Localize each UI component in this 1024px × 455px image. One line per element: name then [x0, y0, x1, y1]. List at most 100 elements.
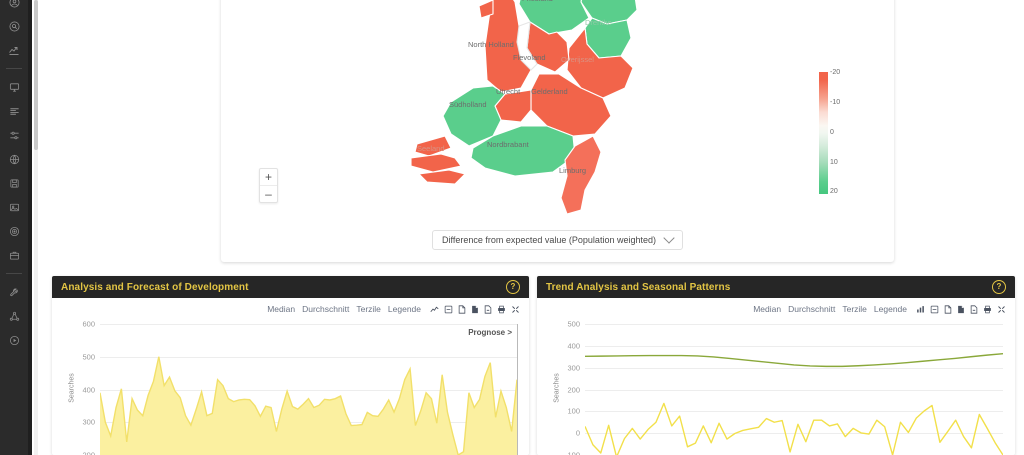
toolbar-median-button[interactable]: Median — [267, 304, 296, 314]
page-scrollbar-thumb[interactable] — [34, 0, 38, 150]
chart-plot-area[interactable]: Searches 500 400 300 200 100 0 -100 — [543, 320, 1009, 455]
colorbar-tick-4: 20 — [830, 188, 838, 195]
map-stage[interactable]: Friesland Groningen Drenthe North Hollan… — [221, 0, 894, 214]
file-excel-icon[interactable] — [957, 305, 965, 314]
y-tick: 400 — [82, 385, 95, 394]
print-icon[interactable] — [497, 305, 506, 314]
expand-icon[interactable] — [997, 305, 1006, 314]
y-tick: 400 — [567, 341, 580, 351]
sidebar-item-play[interactable] — [0, 328, 28, 352]
toolbar-icon-group — [916, 304, 1006, 314]
y-tick: 500 — [82, 352, 95, 362]
colorbar-tick-3: 10 — [830, 159, 838, 166]
map-zoom-out-button[interactable]: – — [260, 185, 277, 202]
toolbar-median-button[interactable]: Median — [753, 304, 782, 314]
chart-canvas[interactable]: 600 500 400 300 200 Prognose > — [82, 320, 518, 455]
sidebar-divider-1 — [6, 68, 22, 69]
y-tick: 500 — [567, 319, 580, 329]
gridline — [585, 433, 1003, 435]
colorbar-tick-0: -20 — [830, 69, 841, 76]
sidebar-item-monitoring[interactable] — [0, 75, 28, 99]
sidebar-item-filters[interactable] — [0, 123, 28, 147]
sidebar-item-trends[interactable] — [0, 38, 28, 62]
gridline — [585, 389, 1003, 391]
regional-map-card: Friesland Groningen Drenthe North Hollan… — [221, 0, 894, 262]
chart-toolbar: Median Durchschnitt Terzile Legende — [537, 298, 1015, 320]
sidebar-item-targets[interactable] — [0, 219, 28, 243]
file-pdf-icon[interactable] — [970, 304, 978, 314]
map-region-zeeland-3 — [418, 169, 466, 185]
map-region-north-holland — [484, 0, 532, 93]
panel-title: Analysis and Forecast of Development — [61, 281, 249, 293]
panel-header: Trend Analysis and Seasonal Patterns ? — [537, 276, 1015, 298]
map-colorbar: -20 -10 0 10 20 — [819, 69, 865, 195]
panel-title: Trend Analysis and Seasonal Patterns — [546, 281, 731, 293]
toolbar-terciles-button[interactable]: Terzile — [842, 304, 867, 314]
content-area: Friesland Groningen Drenthe North Hollan… — [40, 0, 1024, 455]
map-metric-select-row: Difference from expected value (Populati… — [221, 230, 894, 250]
map-zoom-controls[interactable]: + – — [259, 168, 278, 203]
y-axis-label: Searches — [68, 372, 76, 403]
chart-bar-icon[interactable] — [916, 305, 925, 314]
y-tick: 200 — [567, 385, 580, 394]
help-icon[interactable]: ? — [992, 280, 1006, 294]
chart-series-svg — [585, 324, 1003, 455]
expand-icon[interactable] — [511, 305, 520, 314]
forecast-annotation: Prognose > — [468, 328, 512, 337]
toolbar-legend-button[interactable]: Legende — [387, 304, 421, 314]
colorbar-tick-1: -10 — [830, 99, 841, 106]
file-pdf-icon[interactable] — [484, 304, 492, 314]
sidebar-item-media[interactable] — [0, 195, 28, 219]
gridline — [100, 356, 517, 358]
y-tick: 300 — [82, 417, 95, 427]
map-region-groningen — [580, 0, 638, 25]
map-metric-select[interactable]: Difference from expected value (Populati… — [432, 230, 683, 250]
map-region-zeeland-1 — [414, 135, 452, 157]
sidebar-item-keyword-research[interactable] — [0, 14, 28, 38]
y-tick: 300 — [567, 363, 580, 373]
gridline — [585, 324, 1003, 325]
toolbar-terciles-button[interactable]: Terzile — [356, 304, 381, 314]
gridline — [585, 345, 1003, 347]
file-icon[interactable] — [944, 304, 952, 314]
sidebar-item-projects[interactable] — [0, 243, 28, 267]
sidebar-item-saved[interactable] — [0, 171, 28, 195]
chart-line-icon[interactable] — [430, 305, 439, 314]
sidebar-item-tools[interactable] — [0, 280, 28, 304]
chart-plot-area[interactable]: Searches 600 500 400 300 200 Prognose > — [58, 320, 523, 455]
toolbar-icon-group — [430, 304, 520, 314]
chart-canvas[interactable]: 500 400 300 200 100 0 -100 — [565, 320, 1003, 455]
sidebar-edge — [28, 0, 32, 455]
main-sidebar — [0, 0, 28, 455]
gridline — [100, 389, 517, 391]
y-tick: 0 — [575, 428, 580, 438]
file-excel-icon[interactable] — [471, 305, 479, 314]
help-icon[interactable]: ? — [506, 280, 520, 294]
page-scrollbar-track[interactable] — [34, 0, 38, 455]
file-icon[interactable] — [458, 304, 466, 314]
colorbar-ticks: -20 -10 0 10 20 — [830, 67, 864, 199]
panel-trend-seasonal: Trend Analysis and Seasonal Patterns ? M… — [537, 276, 1015, 455]
map-region-limburg — [560, 135, 602, 214]
map-region-zeeland-2 — [410, 153, 462, 173]
print-icon[interactable] — [983, 305, 992, 314]
map-zoom-in-button[interactable]: + — [264, 170, 272, 184]
sidebar-item-share[interactable] — [0, 304, 28, 328]
sidebar-item-markets[interactable] — [0, 147, 28, 171]
sidebar-item-account[interactable] — [0, 0, 28, 14]
minimize-icon[interactable] — [930, 305, 939, 314]
netherlands-choropleth-map[interactable]: Friesland Groningen Drenthe North Hollan… — [389, 0, 689, 214]
gridline — [100, 324, 517, 325]
y-tick: 600 — [82, 319, 95, 329]
sidebar-item-lists[interactable] — [0, 99, 28, 123]
map-region-overijssel — [566, 27, 634, 99]
toolbar-average-button[interactable]: Durchschnitt — [788, 304, 836, 314]
toolbar-legend-button[interactable]: Legende — [873, 304, 907, 314]
map-waterbody-ijsselmeer — [516, 21, 538, 71]
gridline — [585, 411, 1003, 413]
minimize-icon[interactable] — [444, 305, 453, 314]
chart-toolbar: Median Durchschnitt Terzile Legende — [52, 298, 529, 320]
chart-series-svg — [100, 324, 517, 455]
toolbar-average-button[interactable]: Durchschnitt — [302, 304, 350, 314]
